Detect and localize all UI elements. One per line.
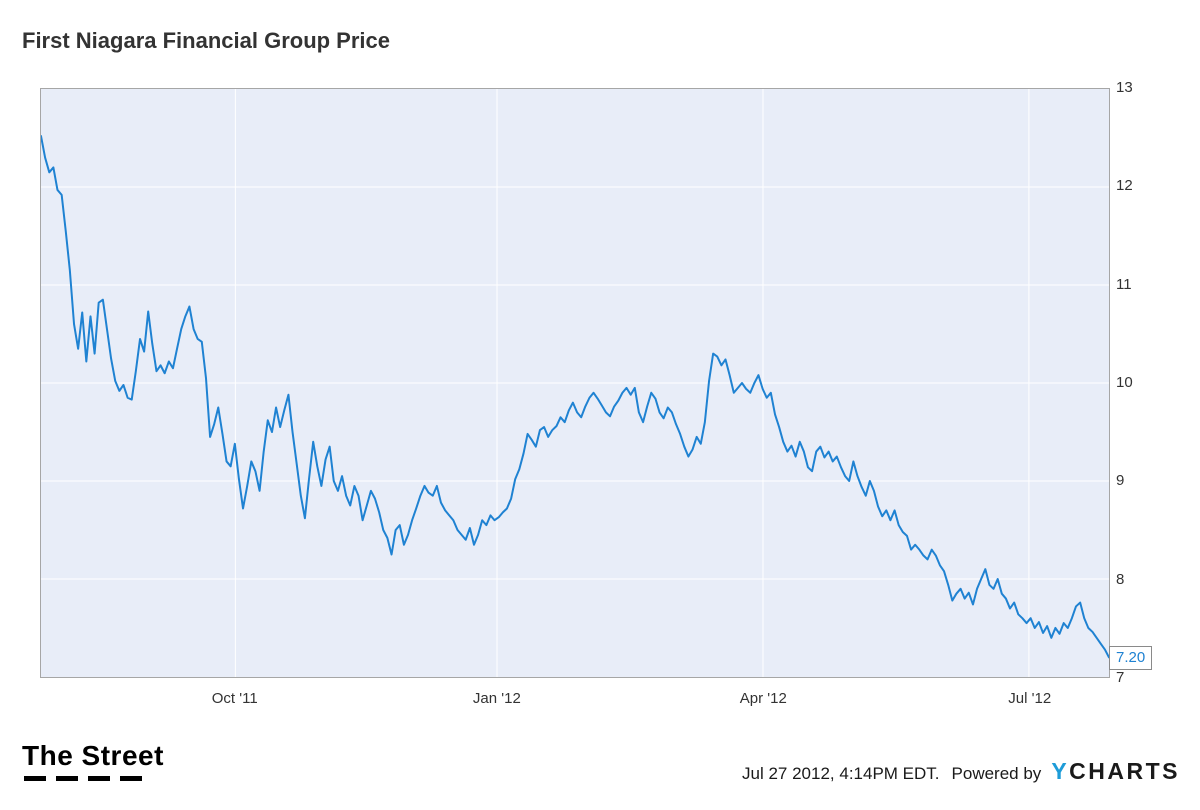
plot-area	[40, 88, 1110, 678]
price-series-line	[41, 135, 1109, 659]
y-axis-label: 13	[1116, 79, 1133, 96]
powered-by-text: Powered by	[951, 764, 1042, 783]
chart-title: First Niagara Financial Group Price	[22, 28, 390, 53]
ycharts-logo-rest: CHARTS	[1069, 758, 1180, 784]
thestreet-logo-text: The Street	[22, 740, 164, 771]
underline-dash	[120, 776, 142, 781]
x-axis-label: Jan '12	[472, 690, 521, 707]
x-axis-label: Apr '12	[739, 690, 787, 707]
x-axis-label: Oct '11	[211, 690, 258, 707]
y-axis-label: 12	[1116, 177, 1133, 195]
thestreet-logo: The Street	[22, 740, 164, 781]
y-axis-label: 7	[1116, 669, 1125, 686]
y-axis-label: 8	[1116, 570, 1125, 588]
price-line-chart	[41, 89, 1109, 677]
x-axis-label: Jul '12	[1008, 690, 1052, 707]
y-axis-label: 10	[1116, 374, 1133, 391]
last-price-label: 7.20	[1109, 646, 1153, 671]
attribution: Jul 27 2012, 4:14PM EDT. Powered by YCHA…	[742, 758, 1180, 785]
underline-dash	[88, 776, 110, 781]
ycharts-logo-y: Y	[1051, 758, 1070, 784]
underline-dash	[24, 776, 46, 781]
timestamp: Jul 27 2012, 4:14PM EDT.	[742, 764, 940, 783]
y-axis-label: 9	[1116, 472, 1125, 490]
thestreet-logo-underline	[24, 776, 164, 781]
underline-dash	[56, 776, 78, 781]
ycharts-logo: YCHARTS	[1051, 758, 1180, 785]
y-axis-label: 11	[1116, 275, 1132, 293]
